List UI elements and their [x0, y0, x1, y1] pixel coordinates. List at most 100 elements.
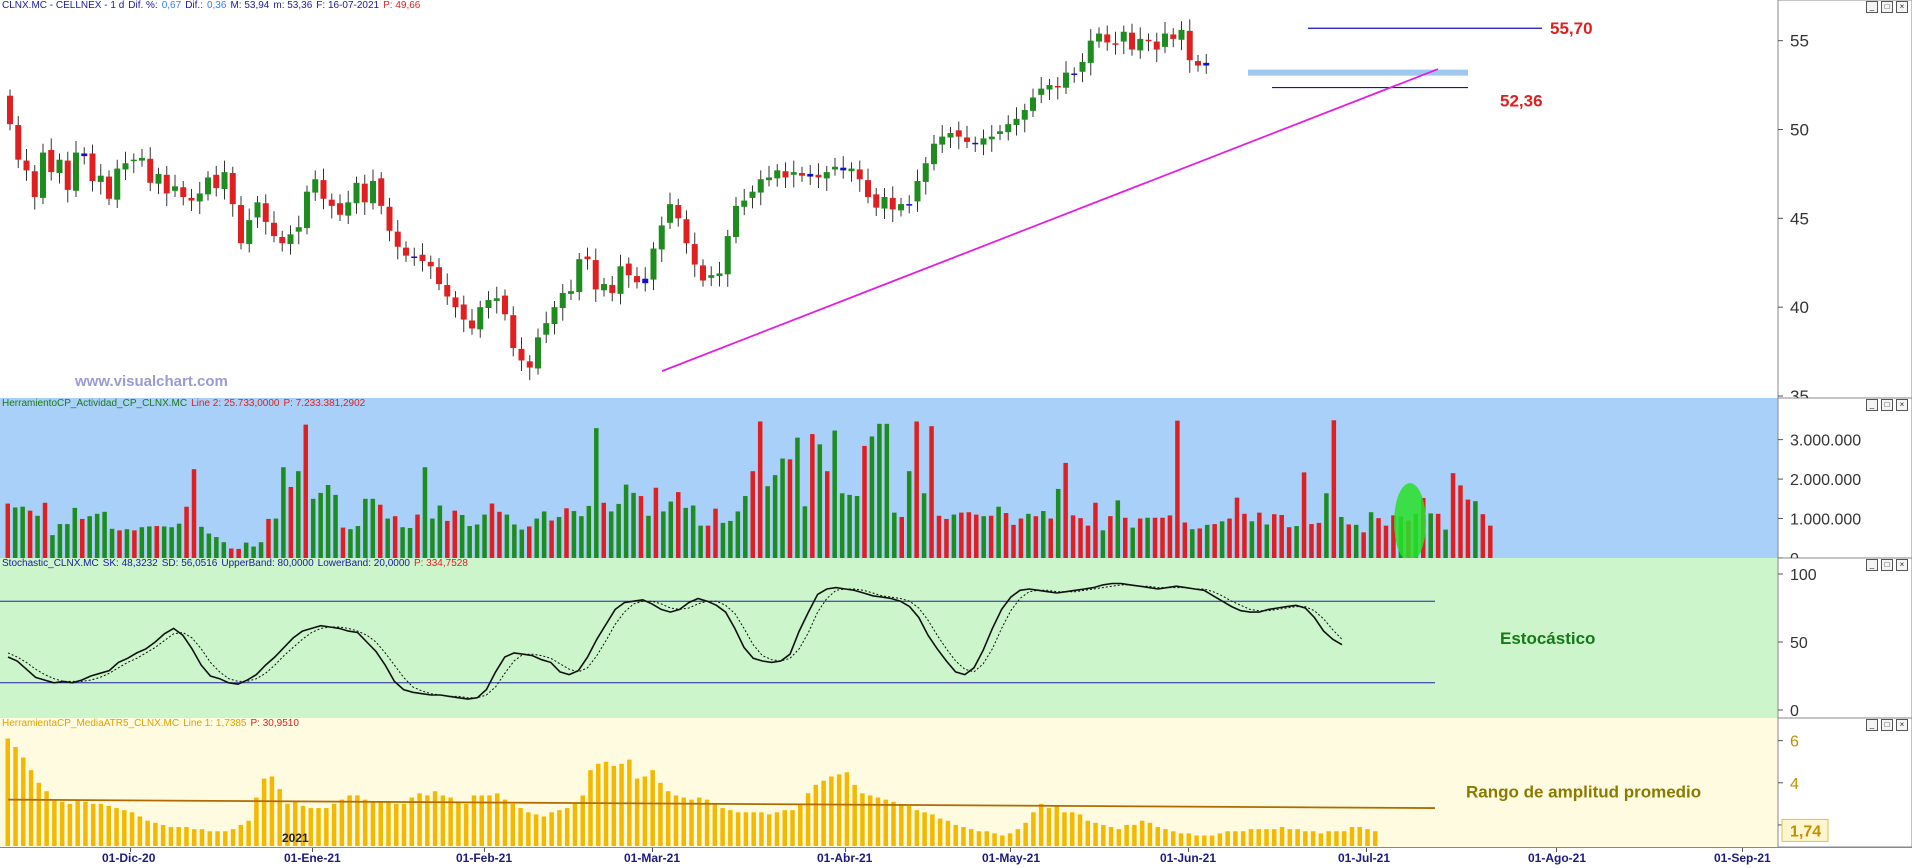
close-icon[interactable]: × [1896, 1, 1908, 13]
candle-body [741, 200, 748, 207]
atr-bar [28, 770, 34, 846]
candle-body [1046, 85, 1053, 90]
close-icon[interactable]: × [1896, 559, 1908, 571]
volume-bar [1204, 524, 1210, 558]
atr-bar [836, 774, 842, 846]
candle-body [724, 236, 731, 275]
atr-bar [743, 812, 749, 846]
x-tick [1188, 848, 1189, 852]
volume-bar [802, 506, 808, 558]
volume-bar [772, 475, 778, 558]
candle-body [667, 204, 673, 223]
x-tick [1366, 848, 1367, 852]
y-tick-label: 45 [1790, 209, 1809, 228]
candle-body [147, 158, 154, 183]
candle-body [7, 95, 13, 125]
volume-bar [184, 506, 189, 558]
maximize-icon[interactable]: □ [1881, 399, 1893, 411]
stochastic-panel[interactable]: Stochastic_CLNX.MC SK: 48,3232 SD: 56,0516… [0, 558, 1912, 719]
candle-body [906, 204, 913, 206]
atr-bar [1256, 829, 1261, 846]
candle-body [403, 247, 409, 256]
atr-bar [401, 803, 407, 846]
candle-body [1063, 72, 1069, 88]
candle-body [419, 254, 426, 261]
candle-body [337, 203, 343, 215]
candle-body [568, 291, 574, 294]
volume-bar [601, 502, 606, 558]
atr-bar [269, 776, 275, 846]
volume-bar [65, 524, 70, 558]
volume-name: HerramientoCP_Actividad_CP_CLNX.MC [2, 398, 188, 409]
candle-body [873, 194, 880, 208]
y-tick-label: 50 [1790, 120, 1809, 139]
volume-bar [1257, 512, 1262, 558]
date-value: F: 16-07-2021 [316, 0, 380, 11]
candle-body [89, 153, 96, 182]
close-icon[interactable]: × [1896, 399, 1908, 411]
minimize-icon[interactable]: _ [1866, 1, 1878, 13]
volume-bar [586, 505, 592, 558]
candle-body [238, 205, 244, 244]
volume-bar [50, 535, 55, 558]
resistance-label: 55,70 [1550, 19, 1593, 38]
atr-bar [122, 810, 127, 846]
candle-body [914, 181, 921, 202]
candle-body [188, 197, 195, 201]
atr-bar [409, 797, 415, 846]
price-panel[interactable]: CLNX.MC - CELLNEX - 1 d Dif. %: 0,67 Dif.: 0… [0, 0, 1912, 399]
y-tick-label: 0 [1790, 703, 1799, 718]
atr-bar [1287, 829, 1293, 846]
atr-bar [720, 808, 725, 846]
volume-bar [1353, 524, 1359, 558]
candle-body [543, 323, 550, 335]
volume-bar [1078, 518, 1083, 558]
atr-bar [463, 803, 469, 846]
atr-bar [1062, 812, 1067, 846]
candle-body [1030, 97, 1036, 111]
maximize-icon[interactable]: □ [1881, 559, 1893, 571]
volume-bar [363, 498, 368, 558]
candle-body [1005, 124, 1012, 133]
volume-bar [1458, 485, 1463, 558]
volume-bar [1339, 516, 1344, 558]
atr-bar [1186, 833, 1192, 846]
volume-bar [1428, 513, 1433, 558]
candle-body [1087, 40, 1094, 63]
candle-body [213, 174, 220, 189]
candle-body [559, 292, 566, 309]
candle-body [848, 168, 855, 172]
volume-bar [1272, 514, 1277, 558]
maximize-icon[interactable]: □ [1881, 719, 1893, 731]
minimize-icon[interactable]: _ [1866, 399, 1878, 411]
volume-bar [489, 503, 495, 558]
atr-bar [1248, 829, 1254, 846]
atr-bar [440, 795, 446, 846]
volume-bar [1041, 511, 1046, 558]
volume-panel[interactable]: HerramientoCP_Actividad_CP_CLNX.MC Line 2… [0, 398, 1912, 559]
atr-bar [766, 814, 772, 846]
volume-bar [281, 467, 286, 558]
candle-body [460, 304, 467, 320]
atr-bar [728, 810, 733, 846]
atr-panel[interactable]: HerramientaCP_MediaATR5_CLNX.MC Line 1: 1… [0, 718, 1912, 847]
volume-bar [102, 511, 107, 558]
minimize-icon[interactable]: _ [1866, 719, 1878, 731]
volume-bar [765, 486, 770, 558]
close-icon[interactable]: × [1896, 719, 1908, 731]
volume-bar [1331, 420, 1337, 558]
volume-bar [1234, 497, 1240, 558]
atr-bar [52, 799, 57, 846]
atr-bar [1341, 831, 1347, 846]
atr-bar [1093, 822, 1098, 846]
atr-bar [922, 812, 927, 846]
candle-body [469, 320, 475, 329]
atr-window-buttons: _ □ × [1866, 719, 1908, 731]
maximize-icon[interactable]: □ [1881, 1, 1893, 13]
candle-body [320, 180, 327, 199]
price-chart: 55,70 52,36 www.visualchart.com 55 50 45 40 35 [7, 0, 1912, 398]
volume-p: P: 7.233.381,2902 [283, 398, 366, 409]
minimize-icon[interactable]: _ [1866, 559, 1878, 571]
atr-name: HerramientaCP_MediaATR5_CLNX.MC [2, 718, 180, 729]
atr-bar [1225, 831, 1230, 846]
